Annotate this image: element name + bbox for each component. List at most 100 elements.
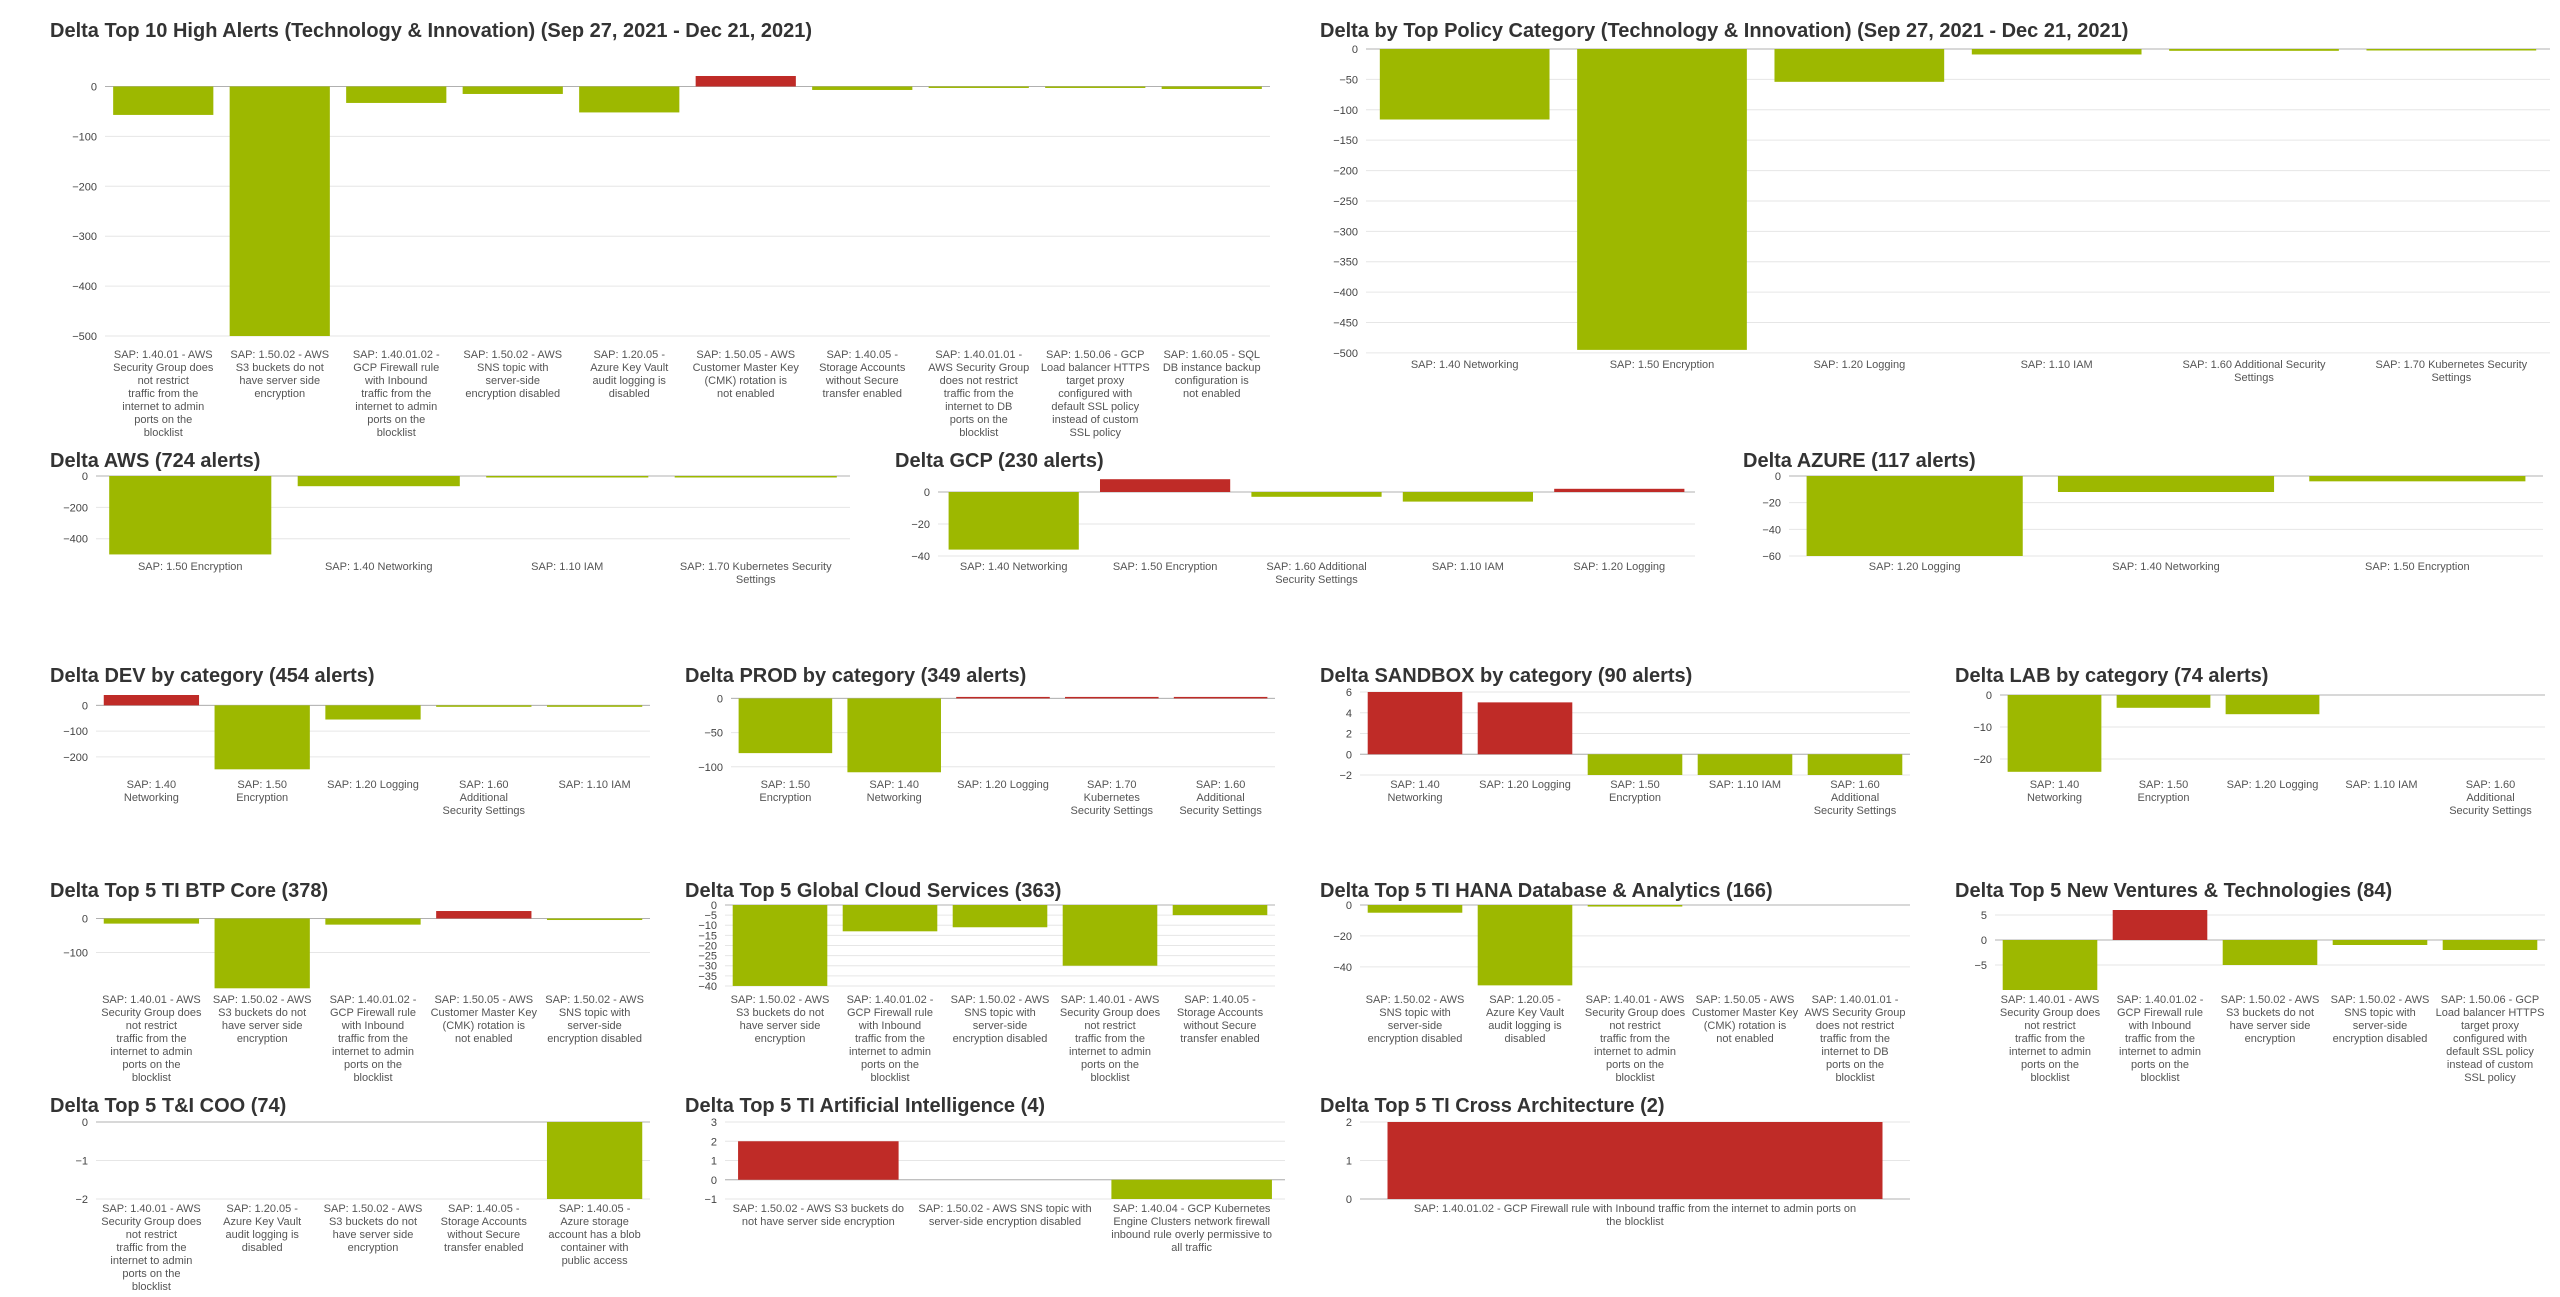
chart-title: Delta Top 5 TI BTP Core (378) bbox=[50, 880, 329, 902]
bar[interactable] bbox=[1099, 479, 1231, 492]
bar[interactable] bbox=[103, 918, 200, 924]
y-tick-label: 4 bbox=[1346, 708, 1352, 720]
bar[interactable] bbox=[1065, 696, 1159, 699]
bar[interactable] bbox=[1554, 488, 1685, 492]
chart-title: Delta DEV by category (454 alerts) bbox=[50, 665, 375, 687]
bar[interactable] bbox=[1577, 49, 1747, 350]
bar[interactable] bbox=[325, 918, 421, 925]
category-label: SAP: 1.50 Encryption bbox=[2138, 779, 2190, 804]
bar[interactable] bbox=[842, 905, 938, 932]
bar[interactable] bbox=[956, 696, 1050, 699]
bar[interactable] bbox=[1251, 492, 1382, 497]
category-label: SAP: 1.10 IAM bbox=[2021, 359, 2093, 371]
bar[interactable] bbox=[1045, 86, 1146, 88]
bar[interactable] bbox=[1111, 1179, 1272, 1199]
bar[interactable] bbox=[738, 698, 833, 754]
category-label: SAP: 1.40.01.02 -GCP Firewall rule with I… bbox=[353, 349, 440, 439]
bar[interactable] bbox=[229, 86, 330, 337]
bar[interactable] bbox=[695, 75, 796, 87]
chart-panel-cross-architecture: Delta Top 5 TI Cross Architecture (2) 2 1… bbox=[1320, 1095, 1910, 1270]
bar[interactable] bbox=[1587, 754, 1683, 775]
bar[interactable] bbox=[462, 86, 563, 94]
bar[interactable] bbox=[1971, 49, 2142, 55]
bar[interactable] bbox=[2332, 940, 2428, 945]
category-label: SAP: 1.50.02 - AWS SNS topic with server-s… bbox=[545, 994, 644, 1045]
chart-svg: 0−5−10−15−20−25−30−35−40 SAP: 1.50.02 - A… bbox=[698, 900, 1275, 1084]
category-label: SAP: 1.50 Encryption bbox=[1609, 779, 1661, 804]
bar[interactable] bbox=[1697, 754, 1793, 775]
chart-svg: 0 −20 −40 SAP: 1.40 Networking SAP: 1.50 Enc… bbox=[911, 479, 1695, 586]
bar[interactable] bbox=[2309, 476, 2526, 482]
bar[interactable] bbox=[2116, 695, 2211, 708]
chart-svg: 0 −50 −100 −150 −200 −250 −300 −350 −400 −450 −500… bbox=[1333, 44, 2550, 384]
bar[interactable] bbox=[297, 476, 460, 487]
bar[interactable] bbox=[738, 1141, 899, 1180]
category-label: SAP: 1.50 Encryption bbox=[1113, 561, 1218, 573]
bar[interactable] bbox=[1172, 905, 1268, 916]
bar[interactable] bbox=[812, 86, 913, 90]
bar[interactable] bbox=[674, 476, 837, 478]
bar[interactable] bbox=[1774, 49, 1945, 82]
bar[interactable] bbox=[1367, 692, 1463, 755]
bar[interactable] bbox=[214, 918, 310, 989]
category-label: SAP: 1.40.04 - GCP Kubernetes Engine Clus… bbox=[1111, 1203, 1272, 1254]
chart-panel-ti-coo: Delta Top 5 T&I COO (74) 0 −1 −2 SAP: 1.40.… bbox=[50, 1095, 650, 1293]
category-label: SAP: 1.40 Networking bbox=[2112, 561, 2220, 573]
bar[interactable] bbox=[579, 86, 680, 113]
y-tick-label: −20 bbox=[1973, 754, 1992, 766]
bar[interactable] bbox=[2169, 49, 2339, 51]
bar[interactable] bbox=[436, 705, 532, 707]
bar[interactable] bbox=[952, 905, 1048, 928]
bar[interactable] bbox=[732, 905, 828, 986]
bar[interactable] bbox=[546, 705, 643, 707]
y-tick-label: 0 bbox=[1346, 900, 1352, 912]
category-label: SAP: 1.50 Encryption bbox=[2365, 561, 2470, 573]
bar[interactable] bbox=[214, 705, 310, 770]
bar[interactable] bbox=[948, 492, 1079, 550]
chart-svg: 0 −100 −200 −300 −400 −500 SAP: 1.40.01 - AWS S… bbox=[72, 75, 1270, 439]
bar[interactable] bbox=[2222, 940, 2318, 965]
bar[interactable] bbox=[109, 476, 272, 555]
bar[interactable] bbox=[2225, 695, 2320, 715]
bar[interactable] bbox=[546, 1122, 643, 1199]
chart-panel-prod: Delta PROD by category (349 alerts) 0 −50… bbox=[685, 665, 1275, 830]
bar[interactable] bbox=[2007, 695, 2102, 772]
category-label: SAP: 1.40.01 - AWS Security Group does not… bbox=[2000, 994, 2101, 1084]
bar[interactable] bbox=[1387, 1122, 1883, 1199]
bar[interactable] bbox=[103, 695, 200, 706]
category-label: SAP: 1.20 Logging bbox=[1573, 561, 1665, 573]
category-label: SAP: 1.70 Kubernetes Security Settings bbox=[680, 561, 832, 586]
bar[interactable] bbox=[436, 911, 532, 919]
bar[interactable] bbox=[1587, 905, 1683, 907]
category-label: SAP: 1.40.01.02 -GCP Firewall rule with I… bbox=[330, 994, 417, 1084]
bar[interactable] bbox=[1379, 49, 1550, 120]
chart-svg: 6 4 2 0 −2 SAP: 1.40 Networking SAP: 1.20 Loggi… bbox=[1339, 687, 1910, 817]
category-label: SAP: 1.40.05 -Storage Accounts without Se… bbox=[441, 1203, 528, 1254]
bar[interactable] bbox=[2112, 910, 2208, 940]
chart-panel-gcp: Delta GCP (230 alerts) 0 −20 −40 SAP: 1.40 … bbox=[895, 450, 1695, 610]
bar[interactable] bbox=[1367, 905, 1463, 913]
bar[interactable] bbox=[346, 86, 447, 103]
y-tick-label: −35 bbox=[698, 971, 717, 983]
y-tick-label: −50 bbox=[1339, 74, 1358, 86]
bar[interactable] bbox=[325, 705, 421, 720]
category-label: SAP: 1.40.01 - AWS Security Group does not… bbox=[101, 994, 202, 1084]
bar[interactable] bbox=[1477, 702, 1573, 755]
bar[interactable] bbox=[113, 86, 214, 115]
bar[interactable] bbox=[928, 86, 1029, 88]
bar[interactable] bbox=[2366, 49, 2537, 51]
bar[interactable] bbox=[1173, 696, 1268, 699]
y-tick-label: −40 bbox=[1762, 524, 1781, 536]
bar[interactable] bbox=[546, 918, 643, 921]
bar[interactable] bbox=[486, 476, 649, 478]
bar[interactable] bbox=[2442, 940, 2538, 950]
bar[interactable] bbox=[847, 698, 941, 773]
bar[interactable] bbox=[1161, 86, 1262, 89]
bar[interactable] bbox=[2002, 940, 2098, 990]
bar[interactable] bbox=[2057, 476, 2275, 492]
bar[interactable] bbox=[1806, 476, 2023, 556]
bar[interactable] bbox=[1062, 905, 1158, 966]
bar[interactable] bbox=[1807, 754, 1903, 775]
bar[interactable] bbox=[1477, 905, 1573, 986]
bar[interactable] bbox=[1402, 492, 1534, 502]
